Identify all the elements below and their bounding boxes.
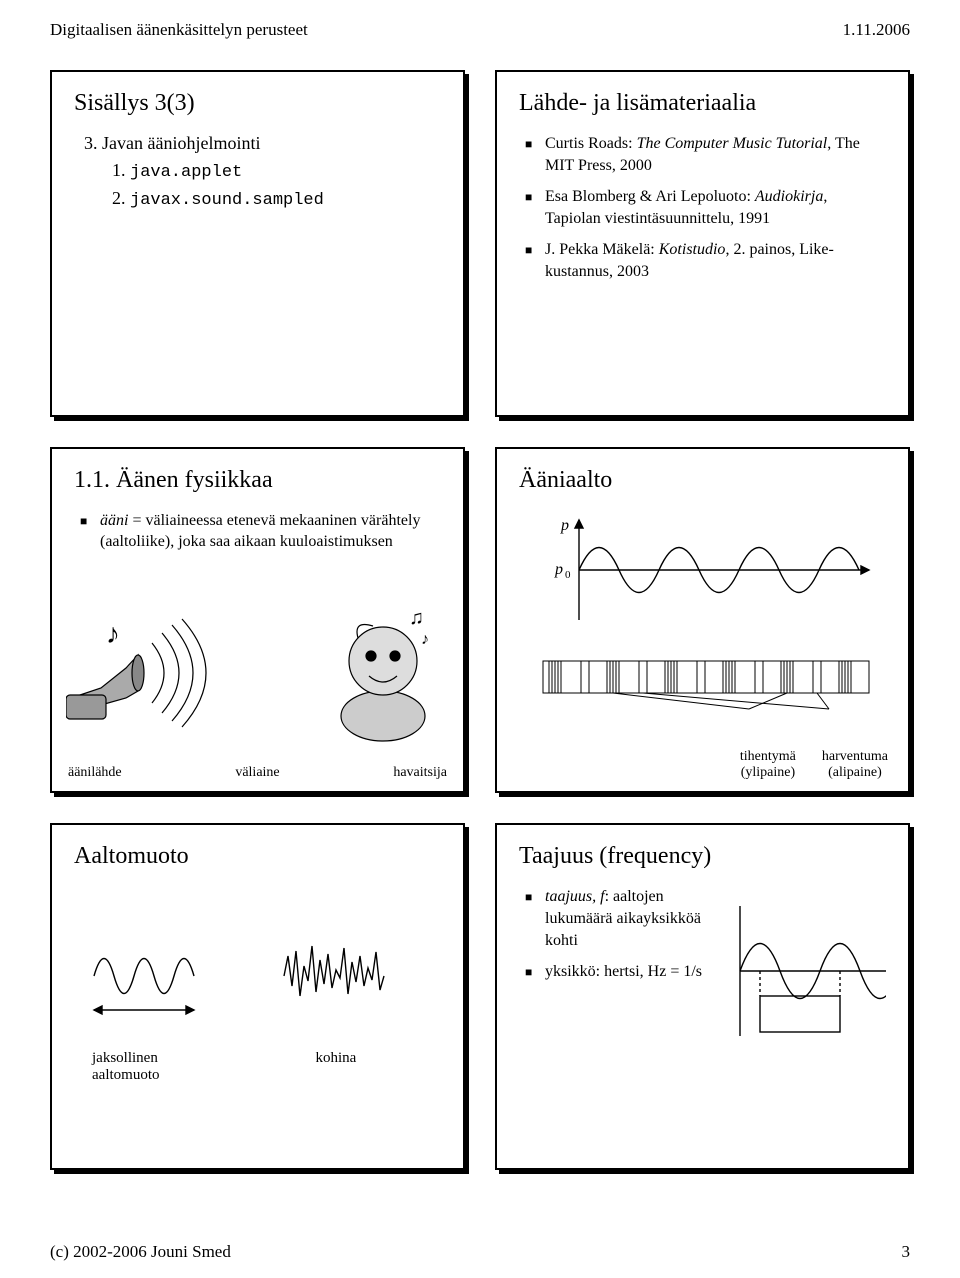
svg-text:♪: ♪ bbox=[106, 619, 120, 650]
bullet-list: ääni = väliaineessa etenevä mekaaninen v… bbox=[74, 510, 441, 553]
label-compression: tihentymä (ylipaine) bbox=[740, 749, 796, 781]
list-item: Curtis Roads: The Computer Music Tutoria… bbox=[545, 133, 886, 176]
label-observer: havaitsija bbox=[393, 765, 447, 781]
slide-lahde: Lähde- ja lisämateriaalia Curtis Roads: … bbox=[495, 70, 910, 417]
slide-fysiikkaa: 1.1. Äänen fysiikkaa ääni = väliaineessa… bbox=[50, 447, 465, 794]
listener-icon: ♫ ♪ bbox=[313, 606, 443, 746]
label-medium: väliaine bbox=[235, 765, 279, 781]
list-item: ääni = väliaineessa etenevä mekaaninen v… bbox=[100, 510, 441, 553]
frequency-chart: t bbox=[725, 886, 886, 1066]
slide-aaniaalto: Ääniaalto p p 0 bbox=[495, 447, 910, 794]
label-rarefaction: harventuma (alipaine) bbox=[822, 749, 888, 781]
labels-row: tihentymä (ylipaine) harventuma (alipain… bbox=[497, 749, 888, 781]
svg-text:♫: ♫ bbox=[409, 607, 424, 629]
svg-text:0: 0 bbox=[565, 569, 571, 581]
list-item: Esa Blomberg & Ari Lepoluoto: Audiokirja… bbox=[545, 186, 886, 229]
slide-title: 1.1. Äänen fysiikkaa bbox=[74, 467, 441, 494]
list-item: yksikkö: hertsi, Hz = 1/s bbox=[545, 961, 715, 983]
compression-diagram bbox=[519, 651, 879, 711]
slide-taajuus: Taajuus (frequency) taajuus, f: aaltojen… bbox=[495, 823, 910, 1170]
label-periodic: jaksollinen aaltomuoto bbox=[92, 1050, 160, 1084]
slides-grid: Sisällys 3(3) Javan ääniohjelmointi java… bbox=[50, 70, 910, 1170]
pressure-wave-chart: p p 0 bbox=[519, 510, 879, 640]
slide-title: Ääniaalto bbox=[519, 467, 886, 494]
svg-text:p: p bbox=[554, 561, 563, 578]
label-source: äänilähde bbox=[68, 765, 122, 781]
bullet-list: taajuus, f: aaltojen lukumäärä aikayksik… bbox=[519, 886, 715, 1066]
svg-text:♪: ♪ bbox=[421, 631, 429, 648]
header-right: 1.11.2006 bbox=[843, 20, 910, 40]
slide-aaltomuoto: Aaltomuoto jaksollinen aaltomuoto bbox=[50, 823, 465, 1170]
outline-list: Javan ääniohjelmointi java.applet javax.… bbox=[84, 133, 441, 210]
waveform-diagram bbox=[74, 926, 434, 1046]
footer-left: (c) 2002-2006 Jouni Smed bbox=[50, 1242, 231, 1262]
footer-page-number: 3 bbox=[902, 1242, 911, 1262]
slide-sisallys: Sisällys 3(3) Javan ääniohjelmointi java… bbox=[50, 70, 465, 417]
slide-title: Aaltomuoto bbox=[74, 843, 441, 870]
labels-row: jaksollinen aaltomuoto kohina bbox=[92, 1050, 441, 1084]
speaker-icon: ♪ bbox=[66, 603, 216, 733]
code-text: javax.sound.sampled bbox=[130, 191, 324, 210]
page-header: Digitaalisen äänenkäsittelyn perusteet 1… bbox=[50, 20, 910, 40]
slide-title: Sisällys 3(3) bbox=[74, 90, 441, 117]
svg-text:p: p bbox=[560, 517, 569, 534]
labels-row: äänilähde väliaine havaitsija bbox=[68, 765, 447, 781]
label-noise: kohina bbox=[316, 1050, 357, 1084]
list-item: Javan ääniohjelmointi java.applet javax.… bbox=[102, 133, 441, 210]
page-footer: (c) 2002-2006 Jouni Smed 3 bbox=[50, 1242, 910, 1262]
header-left: Digitaalisen äänenkäsittelyn perusteet bbox=[50, 20, 308, 40]
slide-title: Taajuus (frequency) bbox=[519, 843, 886, 870]
list-item: taajuus, f: aaltojen lukumäärä aikayksik… bbox=[545, 886, 715, 951]
item-label: Javan ääniohjelmointi bbox=[102, 133, 260, 153]
code-text: java.applet bbox=[130, 163, 242, 182]
list-item: J. Pekka Mäkelä: Kotistudio, 2. painos, … bbox=[545, 239, 886, 282]
bullet-list: Curtis Roads: The Computer Music Tutoria… bbox=[519, 133, 886, 283]
slide-title: Lähde- ja lisämateriaalia bbox=[519, 90, 886, 117]
